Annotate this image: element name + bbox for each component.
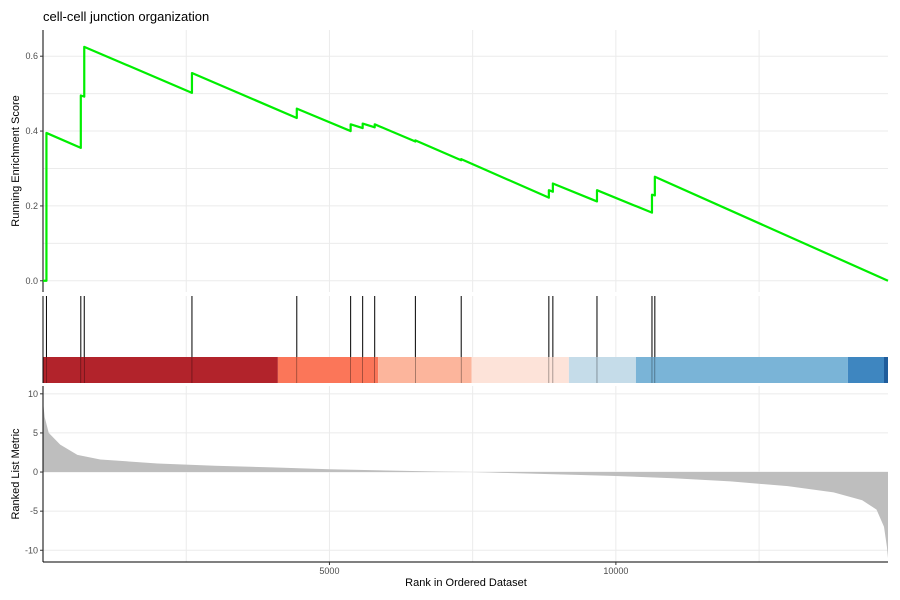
rank-color-band bbox=[43, 357, 888, 383]
y-tick-label: 10 bbox=[28, 389, 38, 399]
enrichment-panel: 0.0 0.2 0.4 0.6 Running Enrichment Score bbox=[10, 30, 889, 292]
y-tick-label: -10 bbox=[25, 545, 38, 555]
y-tick-label: 0.6 bbox=[25, 51, 38, 61]
y-tick-label: 0.2 bbox=[25, 201, 38, 211]
ranked-x-ticks: 5000 10000 bbox=[319, 562, 628, 576]
enrichment-line bbox=[43, 45, 889, 282]
band-segment bbox=[378, 357, 472, 383]
y-tick-label: 0.0 bbox=[25, 276, 38, 286]
y-tick-label: 0.4 bbox=[25, 126, 38, 136]
enrichment-y-ticks: 0.0 0.2 0.4 0.6 bbox=[25, 51, 43, 286]
band-segment bbox=[635, 357, 848, 383]
enrichment-y-title: Running Enrichment Score bbox=[10, 95, 22, 226]
band-segment bbox=[883, 357, 888, 383]
enrichment-grid bbox=[43, 30, 888, 292]
ranked-y-title: Ranked List Metric bbox=[10, 428, 22, 520]
band-segment bbox=[43, 357, 278, 383]
ranked-metric-area bbox=[43, 401, 888, 559]
ranked-y-ticks: -10 -5 0 5 10 bbox=[25, 389, 43, 555]
band-segment bbox=[847, 357, 884, 383]
x-tick-label: 5000 bbox=[319, 566, 339, 576]
y-tick-label: 5 bbox=[33, 428, 38, 438]
ranked-panel: -10 -5 0 5 10 5000 10000 Ranked List Metric R… bbox=[10, 386, 888, 589]
band-segment bbox=[277, 357, 379, 383]
x-tick-label: 10000 bbox=[603, 566, 628, 576]
band-segment bbox=[471, 357, 569, 383]
y-tick-label: 0 bbox=[33, 467, 38, 477]
y-tick-label: -5 bbox=[30, 506, 38, 516]
band-segment bbox=[568, 357, 636, 383]
hits-panel bbox=[42, 296, 888, 383]
chart-title: cell-cell junction organization bbox=[43, 9, 209, 24]
ranked-grid bbox=[43, 386, 888, 562]
x-axis-title: Rank in Ordered Dataset bbox=[405, 577, 527, 589]
